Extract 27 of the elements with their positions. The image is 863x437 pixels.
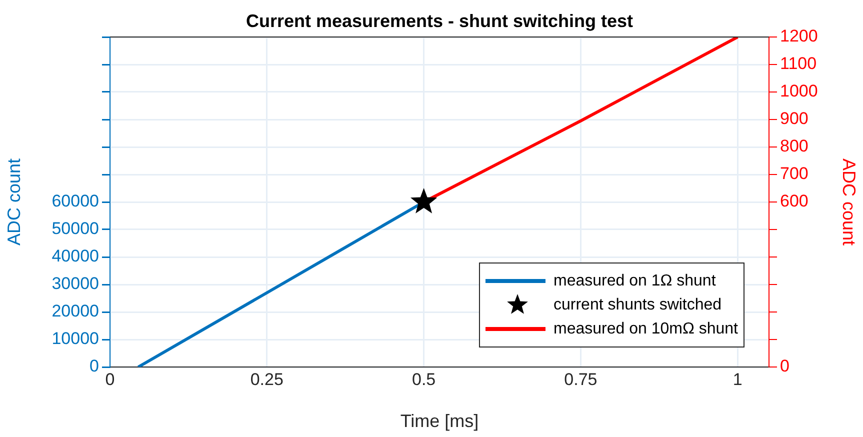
x-axis-title: Time [ms] xyxy=(400,411,479,432)
x-tick-label: 0.5 xyxy=(412,370,436,389)
y2-tick-label: 600 xyxy=(780,192,808,211)
y-tick-label: 0 xyxy=(90,356,99,376)
legend-label: current shunts switched xyxy=(553,296,722,314)
y-tick-label: 20000 xyxy=(52,302,99,321)
x-tick-label: 0 xyxy=(105,370,115,389)
x-tick-label: 0.25 xyxy=(250,370,284,389)
x-tick-label: 0.75 xyxy=(564,370,598,389)
y2-tick-label: 700 xyxy=(780,164,808,184)
y2-tick-label: 0 xyxy=(780,356,790,376)
y-axis-title: ADC count xyxy=(4,158,24,246)
y-tick-label: 10000 xyxy=(52,329,99,348)
chart-title: Current measurements - shunt switching test xyxy=(246,10,634,31)
y-tick-label: 40000 xyxy=(52,246,99,266)
y-tick-label: 30000 xyxy=(52,274,99,294)
y2-tick-label: 900 xyxy=(780,109,808,128)
legend-label: measured on 10mΩ shunt xyxy=(553,320,739,338)
y2-axis-title: ADC count xyxy=(839,158,860,246)
legend-label: measured on 1Ω shunt xyxy=(553,272,716,290)
y-tick-label: 60000 xyxy=(52,192,99,211)
y2-tick-label: 1200 xyxy=(780,26,818,46)
y2-tick-label: 1100 xyxy=(780,54,817,74)
y2-tick-label: 1000 xyxy=(780,82,818,101)
x-tick-label: 1 xyxy=(732,370,742,389)
y-tick-label: 50000 xyxy=(52,219,99,238)
y2-tick-label: 800 xyxy=(780,136,808,156)
